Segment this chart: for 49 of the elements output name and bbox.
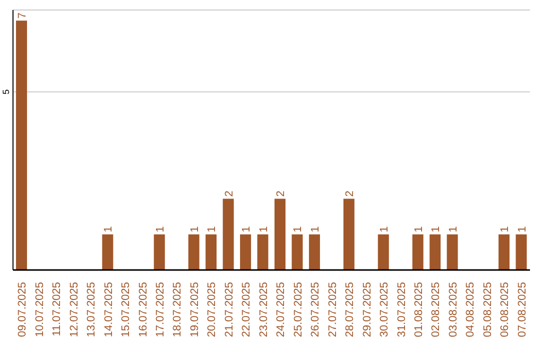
data-label: 1: [292, 226, 304, 232]
data-label: 1: [102, 226, 115, 232]
x-tick-label: 13.07.2025: [86, 282, 98, 338]
x-tick-label: 15.07.2025: [120, 282, 132, 338]
x-tick-label: 10.07.2025: [34, 282, 46, 338]
data-label: 2: [223, 190, 236, 197]
data-label: 1: [447, 226, 460, 232]
data-label: 1: [412, 226, 425, 232]
data-label: 1: [378, 226, 390, 232]
x-tick-label: 02.08.2025: [430, 282, 442, 338]
x-tick-label: 18.07.2025: [172, 282, 184, 338]
x-tick-label: 28.07.2025: [344, 282, 356, 338]
x-tick-label: 19.07.2025: [188, 282, 201, 338]
data-label: 1: [154, 226, 166, 232]
x-tick-label: 03.08.2025: [447, 282, 460, 338]
x-tick-label: 09.07.2025: [16, 282, 29, 338]
x-tick-label: 11.07.2025: [51, 282, 64, 336]
x-tick-label: 23.07.2025: [258, 282, 270, 338]
data-label: 1: [206, 226, 218, 232]
data-label: 1: [499, 226, 512, 232]
x-tick-label: 12.07.2025: [68, 282, 80, 338]
data-label: 7: [16, 12, 28, 19]
data-label: 1: [309, 226, 322, 232]
x-tick-label: 06.08.2025: [499, 282, 512, 338]
x-tick-label: 20.07.2025: [206, 282, 218, 338]
x-tick-label: 26.07.2025: [310, 282, 322, 338]
data-label: 1: [258, 226, 270, 232]
x-tick-label: 31.07.2025: [396, 282, 408, 338]
data-label: 2: [275, 190, 287, 197]
x-tick-label: 05.08.2025: [482, 282, 494, 338]
x-tick-label: 14.07.2025: [102, 282, 115, 338]
data-label: 2: [344, 190, 356, 197]
x-tick-label: 22.07.2025: [240, 282, 253, 338]
x-tick-label: 04.08.2025: [464, 282, 477, 338]
data-label: 1: [430, 226, 442, 232]
x-tick-label: 07.08.2025: [516, 282, 528, 338]
y-tick-label: 5: [1, 89, 11, 94]
x-tick-label: 01.08.2025: [412, 282, 425, 338]
x-tick-label: 17.07.2025: [154, 282, 166, 338]
x-tick-label: 25.07.2025: [292, 282, 304, 338]
data-label: 1: [188, 226, 201, 232]
data-label: 1: [240, 226, 253, 232]
x-tick-label: 24.07.2025: [275, 282, 288, 338]
x-tick-label: 21.07.2025: [223, 282, 236, 338]
x-tick-label: 27.07.2025: [326, 282, 339, 338]
x-tick-label: 30.07.2025: [378, 282, 391, 338]
x-tick-label: 29.07.2025: [361, 282, 374, 338]
x-tick-label: 16.07.2025: [137, 282, 150, 338]
data-label: 1: [516, 226, 528, 232]
